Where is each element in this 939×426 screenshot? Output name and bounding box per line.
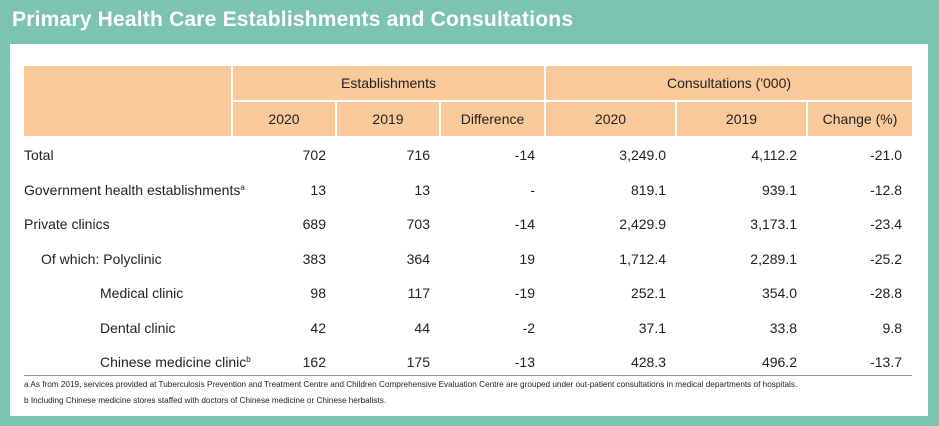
table-row: Dental clinic 42 44 -2 37.1 33.8 9.8 (24, 311, 912, 346)
cell-con-change: -25.2 (870, 250, 903, 267)
subheader-est-difference: Difference (439, 100, 545, 136)
cell-est-diff: - (530, 181, 535, 198)
table-row: Of which: Polyclinic 383 364 19 1,712.4 2,289… (24, 242, 912, 277)
footnote-b: b Including Chinese medicine stores staf… (24, 396, 387, 405)
footnote-divider (24, 375, 912, 376)
cell-est-diff: -2 (522, 319, 535, 336)
cell-con-change: -13.7 (870, 354, 903, 371)
row-label-text: Medical clinic (100, 285, 184, 302)
cell-est-2020: 42 (310, 319, 326, 336)
row-label-text: Government health establishments (24, 181, 241, 198)
row-label: Private clinics (24, 207, 232, 242)
cell-con-change: -28.8 (870, 285, 903, 302)
cell-est-2020: 702 (302, 147, 326, 164)
cell-est-2019: 13 (414, 181, 430, 198)
cell-est-diff: -19 (514, 285, 535, 302)
cell-con-2020: 3,249.0 (619, 147, 666, 164)
row-label-text: Dental clinic (100, 319, 176, 336)
cell-con-2019: 33.8 (769, 319, 797, 336)
row-label-text: Of which: Polyclinic (41, 250, 162, 267)
row-label-text: Private clinics (24, 216, 110, 233)
row-label: Government health establishmentsa (24, 173, 245, 208)
data-table: Establishments Consultations ('000) 2020… (24, 66, 913, 380)
cell-con-change: -12.8 (870, 181, 903, 198)
cell-est-2020: 98 (310, 285, 326, 302)
cell-est-diff: -13 (514, 354, 535, 371)
subheader-con-2020: 2020 (544, 100, 676, 136)
cell-con-2019: 4,112.2 (751, 147, 797, 164)
cell-con-2020: 1,712.4 (619, 250, 666, 267)
cell-est-2020: 162 (302, 354, 326, 371)
footnote-marker: b (246, 355, 251, 365)
table-panel: Establishments Consultations ('000) 2020… (10, 44, 928, 416)
row-label: Of which: Polyclinic (24, 242, 232, 277)
cell-est-2019: 117 (407, 285, 430, 302)
cell-con-2019: 939.1 (761, 181, 797, 198)
header-blank (24, 66, 232, 136)
row-label: Chinese medicine clinicb (24, 345, 251, 380)
cell-est-2019: 703 (406, 216, 430, 233)
cell-con-change: 9.8 (882, 319, 903, 336)
cell-est-2019: 44 (414, 319, 430, 336)
cell-est-2020: 383 (302, 250, 326, 267)
row-label: Total (24, 136, 232, 173)
cell-est-diff: -14 (514, 147, 535, 164)
cell-con-change: -23.4 (870, 216, 903, 233)
cell-con-2019: 496.2 (761, 354, 797, 371)
row-label: Medical clinic (24, 276, 232, 311)
cell-con-2020: 819.1 (630, 181, 666, 198)
row-label: Dental clinic (24, 311, 232, 346)
cell-est-diff: 19 (519, 250, 535, 267)
cell-con-2019: 2,289.1 (750, 250, 797, 267)
footnote-a: a As from 2019, services provided at Tub… (24, 380, 798, 389)
cell-con-2020: 252.1 (630, 285, 666, 302)
header-establishments: Establishments (231, 66, 545, 101)
cell-con-2020: 428.3 (630, 354, 666, 371)
footnote-marker: a (240, 182, 245, 192)
cell-est-2019: 175 (406, 354, 430, 371)
row-label-text: Total (24, 147, 54, 164)
cell-con-2020: 2,429.9 (619, 216, 666, 233)
table-row: Government health establishmentsa 13 13 - 81… (24, 173, 912, 208)
subheader-con-change: Change (%) (805, 100, 913, 136)
header-consultations: Consultations ('000) (543, 66, 913, 101)
subheader-est-2019: 2019 (335, 100, 440, 136)
row-label-text: Chinese medicine clinic (100, 354, 247, 371)
cell-con-2020: 37.1 (638, 319, 666, 336)
table-row: Total 702 716 -14 3,249.0 4,112.2 -21.0 (24, 136, 912, 173)
cell-est-diff: -14 (514, 216, 535, 233)
cell-est-2020: 13 (310, 181, 326, 198)
cell-con-2019: 354.0 (761, 285, 797, 302)
cell-con-change: -21.0 (870, 147, 903, 164)
table-row: Medical clinic 98 117 -19 252.1 354.0 -28.8 (24, 276, 912, 311)
table-row: Private clinics 689 703 -14 2,429.9 3,173.1 -2… (24, 207, 912, 242)
page-title: Primary Health Care Establishments and C… (12, 8, 574, 31)
table-row: Chinese medicine clinicb 162 175 -13 428.3 49… (24, 345, 912, 380)
cell-est-2019: 716 (406, 147, 430, 164)
subheader-con-2019: 2019 (675, 100, 807, 136)
subheader-est-2020: 2020 (231, 100, 336, 136)
cell-est-2020: 689 (302, 216, 326, 233)
cell-con-2019: 3,173.1 (750, 216, 797, 233)
cell-est-2019: 364 (406, 250, 430, 267)
